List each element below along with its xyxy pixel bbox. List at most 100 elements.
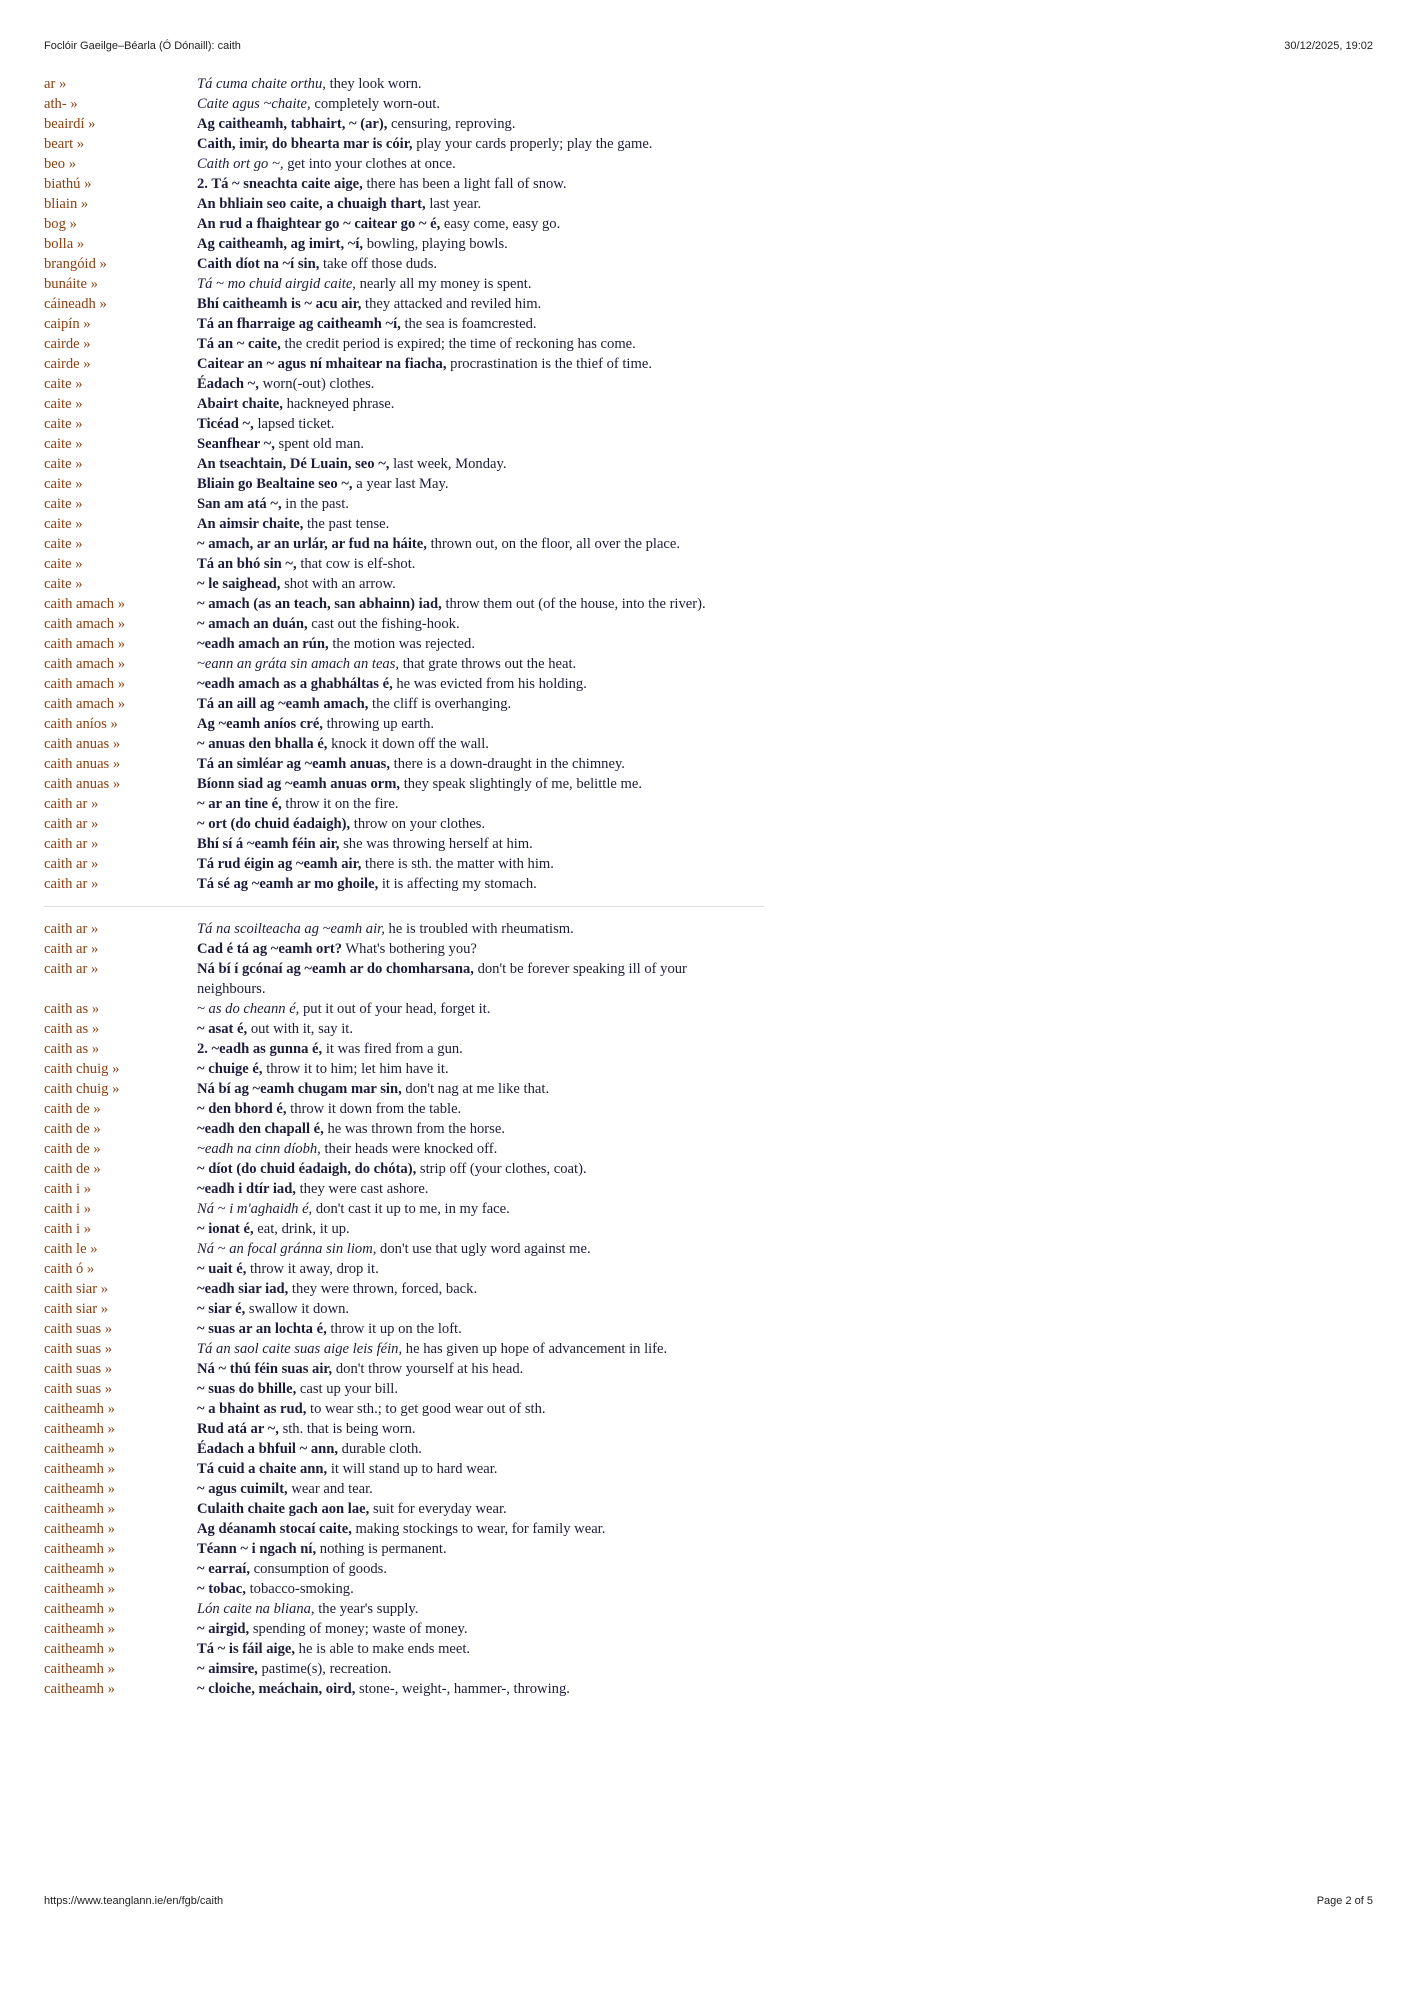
headword-link[interactable]: caith suas » xyxy=(44,1381,113,1397)
headword-link[interactable]: caitheamh » xyxy=(44,1681,115,1697)
headword-link[interactable]: caith i » xyxy=(44,1201,92,1217)
headword-link[interactable]: caith aníos » xyxy=(44,716,118,732)
entry-text: ~ asat é, out with it, say it. xyxy=(197,1019,737,1039)
headword-link[interactable]: caite » xyxy=(44,556,83,572)
headword-link[interactable]: caite » xyxy=(44,436,83,452)
english-translation: take off those duds. xyxy=(323,256,438,272)
headword-link[interactable]: caith i » xyxy=(44,1221,92,1237)
headword-link[interactable]: caith amach » xyxy=(44,676,126,692)
headword-link[interactable]: caith ar » xyxy=(44,816,99,832)
headword-link[interactable]: caith ar » xyxy=(44,921,99,937)
headword-link[interactable]: caith amach » xyxy=(44,616,126,632)
headword-link[interactable]: bunáite » xyxy=(44,276,98,292)
headword-link[interactable]: caitheamh » xyxy=(44,1581,115,1597)
headword-link[interactable]: caith as » xyxy=(44,1041,100,1057)
headword-link[interactable]: cairde » xyxy=(44,356,91,372)
headword-link[interactable]: caith suas » xyxy=(44,1341,113,1357)
headword-link[interactable]: beart » xyxy=(44,136,85,152)
headword-link[interactable]: caite » xyxy=(44,476,83,492)
entry-text: Tá rud éigin ag ~eamh air, there is sth.… xyxy=(197,854,737,874)
headword-link[interactable]: caith suas » xyxy=(44,1361,113,1377)
headword-link[interactable]: caith anuas » xyxy=(44,776,121,792)
headword-link[interactable]: caith as » xyxy=(44,1021,100,1037)
headword-link[interactable]: caith amach » xyxy=(44,696,126,712)
headword-link[interactable]: caith ar » xyxy=(44,961,99,977)
headword-link[interactable]: caitheamh » xyxy=(44,1541,115,1557)
headword-link[interactable]: caite » xyxy=(44,516,83,532)
headword-link[interactable]: caith amach » xyxy=(44,596,126,612)
headword-link[interactable]: caitheamh » xyxy=(44,1401,115,1417)
entry-row: caitheamh » ~ cloiche, meáchain, oird, st… xyxy=(44,1679,764,1699)
headword-link[interactable]: caitheamh » xyxy=(44,1461,115,1477)
headword-link[interactable]: caitheamh » xyxy=(44,1501,115,1517)
entry-text: Ná bí ag ~eamh chugam mar sin, don't nag… xyxy=(197,1079,737,1099)
headword-link[interactable]: caith de » xyxy=(44,1141,101,1157)
headword-link[interactable]: ar » xyxy=(44,76,67,92)
entry-text: Ag caitheamh, tabhairt, ~ (ar), censurin… xyxy=(197,114,737,134)
headword-link[interactable]: caitheamh » xyxy=(44,1421,115,1437)
entry-text: Ná bí í gcónaí ag ~eamh ar do chomharsan… xyxy=(197,959,737,999)
headword-link[interactable]: caitheamh » xyxy=(44,1601,115,1617)
headword-link[interactable]: caite » xyxy=(44,496,83,512)
headword-link[interactable]: caith amach » xyxy=(44,656,126,672)
headword-link[interactable]: biathú » xyxy=(44,176,92,192)
headword-link[interactable]: bolla » xyxy=(44,236,85,252)
headword-link[interactable]: brangóid » xyxy=(44,256,107,272)
headword-link[interactable]: caith anuas » xyxy=(44,736,121,752)
headword-link[interactable]: caitheamh » xyxy=(44,1561,115,1577)
headword-link[interactable]: caith ar » xyxy=(44,796,99,812)
headword-link[interactable]: caitheamh » xyxy=(44,1441,115,1457)
headword-link[interactable]: beairdí » xyxy=(44,116,96,132)
headword-link[interactable]: caite » xyxy=(44,536,83,552)
headword-link[interactable]: caith ó » xyxy=(44,1261,95,1277)
entry-row: bunáite » Tá ~ mo chuid airgid caite, nea… xyxy=(44,274,764,294)
headword-link[interactable]: caith suas » xyxy=(44,1321,113,1337)
headword-link[interactable]: caith de » xyxy=(44,1161,101,1177)
headword-link[interactable]: ath- » xyxy=(44,96,78,112)
headword-link[interactable]: caith chuig » xyxy=(44,1081,120,1097)
headword-link[interactable]: caith i » xyxy=(44,1181,92,1197)
entry-text: ~eadh amach as a ghabháltas é, he was ev… xyxy=(197,674,737,694)
entry-row: caith de » ~ díot (do chuid éadaigh, do c… xyxy=(44,1159,764,1179)
headword-link[interactable]: caite » xyxy=(44,376,83,392)
headword-link[interactable]: caite » xyxy=(44,456,83,472)
headword-link[interactable]: beo » xyxy=(44,156,77,172)
headword-link[interactable]: caith amach » xyxy=(44,636,126,652)
headword-link[interactable]: caith chuig » xyxy=(44,1061,120,1077)
irish-phrase: Culaith chaite gach aon lae, xyxy=(197,1501,370,1517)
headword-link[interactable]: caitheamh » xyxy=(44,1481,115,1497)
headword-link[interactable]: caipín » xyxy=(44,316,91,332)
headword-link[interactable]: caite » xyxy=(44,416,83,432)
headword-link[interactable]: caitheamh » xyxy=(44,1641,115,1657)
entry-row: caitheamh » Éadach a bhfuil ~ ann, durabl… xyxy=(44,1439,764,1459)
headword-link[interactable]: caitheamh » xyxy=(44,1621,115,1637)
entry-row: caith ar » Ná bí í gcónaí ag ~eamh ar do … xyxy=(44,959,764,999)
headword-link[interactable]: caith siar » xyxy=(44,1281,109,1297)
headword-link[interactable]: caith ar » xyxy=(44,856,99,872)
headword-link[interactable]: bog » xyxy=(44,216,77,232)
entry-text: ~ tobac, tobacco-smoking. xyxy=(197,1579,737,1599)
headword-link[interactable]: caitheamh » xyxy=(44,1661,115,1677)
headword-link[interactable]: cairde » xyxy=(44,336,91,352)
english-translation: the year's supply. xyxy=(318,1601,419,1617)
headword-link[interactable]: cáineadh » xyxy=(44,296,107,312)
headword-link[interactable]: caith as » xyxy=(44,1001,100,1017)
headword-link[interactable]: caith ar » xyxy=(44,876,99,892)
entry-text: ~ díot (do chuid éadaigh, do chóta), str… xyxy=(197,1159,737,1179)
headword-link[interactable]: caith de » xyxy=(44,1121,101,1137)
headword-link[interactable]: caith ar » xyxy=(44,941,99,957)
headword-link[interactable]: caite » xyxy=(44,576,83,592)
irish-phrase: ~eadh na cinn díobh, xyxy=(197,1141,321,1157)
headword-link[interactable]: caith le » xyxy=(44,1241,98,1257)
headword-link[interactable]: caith siar » xyxy=(44,1301,109,1317)
entry-text: Ag déanamh stocaí caite, making stocking… xyxy=(197,1519,737,1539)
headword-link[interactable]: caith de » xyxy=(44,1101,101,1117)
headword-link[interactable]: bliain » xyxy=(44,196,89,212)
english-translation: he is able to make ends meet. xyxy=(298,1641,471,1657)
entry-row: caitheamh » ~ a bhaint as rud, to wear st… xyxy=(44,1399,764,1419)
headword-link[interactable]: caitheamh » xyxy=(44,1521,115,1537)
headword-link[interactable]: caith ar » xyxy=(44,836,99,852)
headword-link[interactable]: caite » xyxy=(44,396,83,412)
irish-phrase: ~ agus cuimilt, xyxy=(197,1481,288,1497)
headword-link[interactable]: caith anuas » xyxy=(44,756,121,772)
